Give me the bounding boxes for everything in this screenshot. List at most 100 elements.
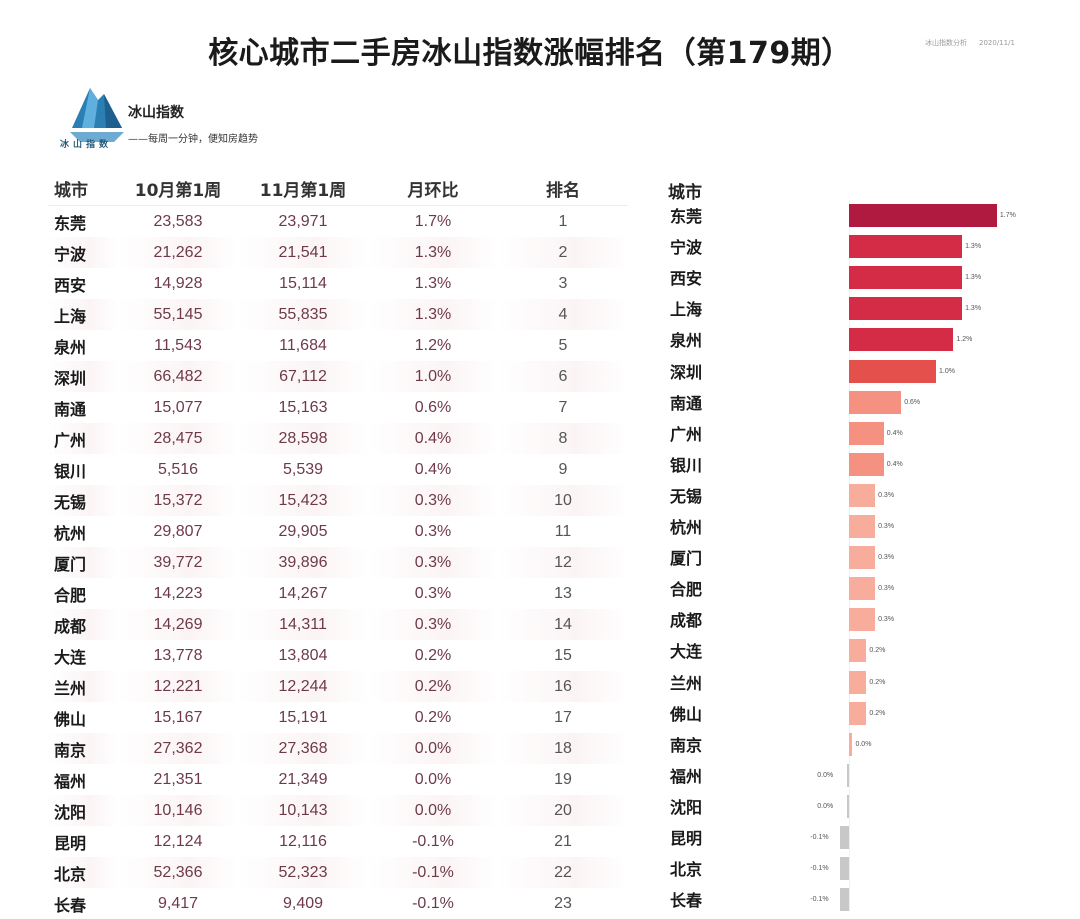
bar (849, 701, 867, 725)
bar-value-label: 0.6% (904, 398, 921, 406)
cell-rank: 22 (498, 857, 628, 888)
bar-value-label: 1.0% (939, 367, 955, 375)
col-header-rank: 排名 (498, 172, 628, 206)
cell-oct-price: 11,543 (154, 336, 202, 354)
bar-category-label: 南通 (670, 393, 703, 413)
bar (840, 888, 849, 912)
cell-rank: 14 (498, 609, 628, 640)
bar-value-label: 0.0% (817, 802, 834, 810)
table-row: 上海 55,145 55,835 1.3% 4 (48, 299, 628, 330)
cell-nov-price: 15,163 (278, 398, 328, 416)
cell-city: 北京 (48, 857, 118, 888)
table-row: 大连 13,778 13,804 0.2% 15 (48, 640, 628, 671)
col-header-city: 城市 (48, 172, 118, 206)
bar (849, 235, 963, 259)
cell-oct-price: 39,772 (118, 547, 238, 578)
bar-category-label: 无锡 (670, 486, 703, 506)
bar-category-label: 北京 (670, 860, 703, 880)
cell-city: 南京 (48, 733, 118, 764)
cell-rank: 7 (558, 398, 568, 416)
cell-oct-price: 14,928 (153, 274, 203, 292)
bar-value-label: 0.0% (855, 740, 872, 748)
table-row: 无锡 15,372 15,423 0.3% 10 (48, 485, 628, 516)
cell-city: 银川 (54, 461, 87, 481)
bar-value-label: 0.3% (878, 585, 895, 593)
bar-value-label: -0.1% (810, 834, 829, 841)
bar-category-label: 杭州 (670, 518, 703, 537)
cell-nov-price: 28,598 (238, 423, 368, 454)
table-row: 长春 9,417 9,409 -0.1% 23 (48, 888, 628, 919)
cell-city: 上海 (48, 299, 118, 330)
cell-mom: 0.4% (414, 460, 452, 478)
cell-mom: 0.3% (368, 609, 498, 640)
table-row: 南京 27,362 27,368 0.0% 18 (48, 733, 628, 764)
cell-nov-price: 21,349 (278, 770, 328, 788)
bar-category-label: 福州 (670, 766, 703, 786)
cell-nov-price: 29,905 (278, 522, 328, 540)
cell-nov-price: 27,368 (238, 733, 368, 764)
cell-city: 佛山 (54, 709, 87, 729)
table-row: 合肥 14,223 14,267 0.3% 13 (48, 578, 628, 609)
cell-city: 厦门 (48, 547, 118, 578)
cell-mom: 1.0% (368, 361, 498, 392)
cell-city: 深圳 (48, 361, 118, 392)
cell-oct-price: 10,146 (118, 795, 238, 826)
page-title: 核心城市二手房冰山指数涨幅排名（第179期） (208, 36, 852, 71)
bar (849, 732, 853, 756)
cell-mom: 0.0% (368, 795, 498, 826)
cell-oct-price: 29,807 (153, 522, 203, 540)
cell-rank: 1 (558, 212, 568, 230)
meta-source: 冰山指数分析 (925, 39, 967, 47)
bar (847, 763, 849, 787)
cell-city: 泉州 (54, 337, 87, 357)
cell-rank: 9 (558, 460, 568, 478)
cell-city: 无锡 (48, 485, 118, 516)
cell-city: 长春 (54, 895, 87, 915)
cell-oct-price: 55,145 (118, 299, 238, 330)
bar-value-label: 0.4% (886, 460, 903, 468)
logo-slogan: ——每周一分钟，便知房趋势 (128, 134, 258, 145)
bar (849, 670, 867, 694)
cell-nov-price: 9,409 (282, 894, 324, 912)
table-row: 南通 15,077 15,163 0.6% 7 (48, 392, 628, 423)
cell-mom: -0.1% (412, 832, 454, 850)
cell-mom: -0.1% (412, 894, 454, 912)
table-row: 福州 21,351 21,349 0.0% 19 (48, 764, 628, 795)
cell-rank: 10 (498, 485, 628, 516)
cell-oct-price: 12,124 (153, 832, 203, 850)
cell-city: 合肥 (54, 585, 87, 605)
bar-category-label: 上海 (670, 300, 703, 320)
table-row: 泉州 11,543 11,684 1.2% 5 (48, 330, 628, 361)
bar-category-label: 泉州 (670, 331, 703, 351)
cell-mom: 0.0% (368, 733, 498, 764)
cell-rank: 3 (558, 274, 568, 292)
logo-name: 冰山指数 (128, 105, 184, 121)
bar-value-label: 1.7% (999, 212, 1016, 219)
cell-mom: 1.2% (414, 336, 452, 354)
bar-category-label: 厦门 (670, 549, 703, 569)
cell-mom: 1.3% (368, 299, 498, 330)
bar-category-label: 南京 (670, 735, 703, 755)
cell-nov-price: 11,684 (279, 336, 327, 354)
bar-category-label: 广州 (670, 424, 703, 444)
cell-rank: 18 (498, 733, 628, 764)
cell-mom: -0.1% (368, 857, 498, 888)
cell-mom: 0.3% (368, 485, 498, 516)
bar-value-label: 1.3% (965, 243, 982, 251)
cell-rank: 20 (498, 795, 628, 826)
cell-city: 成都 (48, 609, 118, 640)
cell-oct-price: 14,269 (118, 609, 238, 640)
cell-rank: 19 (554, 770, 572, 788)
bar (849, 390, 902, 414)
bar-value-label: -0.1% (810, 896, 829, 904)
cell-city: 福州 (54, 771, 87, 791)
cell-city: 宁波 (48, 237, 118, 268)
cell-rank: 8 (498, 423, 628, 454)
meta-date: 2020/11/1 (979, 39, 1015, 47)
ranking-table: 城市 10月第1周 11月第1周 月环比 排名 东莞 23,583 23,971 1.… (48, 172, 628, 919)
cell-nov-price: 15,114 (279, 274, 327, 292)
bar-category-label: 银川 (670, 455, 703, 475)
cell-oct-price: 28,475 (118, 423, 238, 454)
cell-city: 东莞 (54, 213, 87, 233)
cell-nov-price: 12,116 (279, 832, 327, 850)
